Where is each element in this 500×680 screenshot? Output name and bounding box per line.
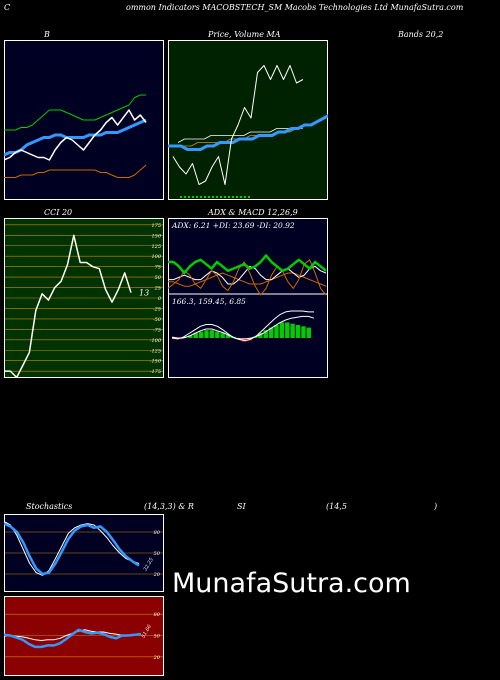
adx-macd-label: ADX & MACD 12,26,9 — [208, 208, 298, 217]
adx-macd-chart: ADX: 6.21 +DI: 23.69 -DI: 20.92 166.3, 15… — [168, 218, 328, 378]
macd-histogram-bar — [263, 330, 268, 338]
volume-bar — [224, 196, 226, 198]
macd-histogram-bar — [188, 335, 193, 338]
volume-bar — [180, 196, 182, 198]
volume-bar — [244, 196, 246, 198]
cci-last-value: 13 — [139, 289, 149, 298]
volume-bar — [216, 196, 218, 198]
macd-histogram-bar — [279, 322, 285, 338]
volume-bar — [196, 196, 198, 198]
price-ma-slow-line — [177, 128, 303, 143]
cci-tick-label: 50 — [155, 275, 162, 281]
price-close-line — [172, 65, 304, 185]
rsi-frame — [4, 596, 164, 676]
price-ma-label: Price, Volume MA — [208, 30, 281, 39]
rsi-line — [4, 628, 142, 649]
macd-histogram-bar — [301, 326, 306, 338]
macd-histogram-bar — [198, 331, 204, 338]
cci-tick-label: -25 — [153, 306, 161, 312]
cci-tick-label: 0 — [158, 296, 162, 302]
bollinger-price-line — [4, 109, 147, 161]
macd-histogram-bar — [193, 332, 198, 338]
macd-histogram-bar — [285, 322, 290, 338]
bands-left-label: B — [44, 30, 50, 39]
cci-label: CCI 20 — [44, 208, 73, 217]
bollinger-upper-band — [4, 94, 146, 131]
volume-bar — [188, 196, 190, 198]
cci-tick-label: 25 — [154, 286, 161, 292]
bollinger-chart — [4, 40, 164, 200]
volume-bar — [204, 196, 206, 198]
stoch-tick-label: 80 — [154, 530, 161, 536]
cci-line — [4, 234, 132, 378]
macd-histogram-bar — [258, 332, 263, 338]
cci-tick-label: 125 — [151, 244, 161, 250]
cci-chart: 175 150 125 100 75 50 25 0 -25 -50 -75 -100 -125 -150… — [4, 218, 164, 378]
bollinger-lower-band — [4, 164, 147, 178]
stoch-tick-label: 20 — [153, 572, 161, 578]
price-ma-frame — [168, 40, 328, 200]
cci-tick-label: -75 — [153, 327, 161, 333]
volume-bar — [212, 196, 214, 198]
bollinger-middle-band — [4, 118, 147, 157]
stoch-tick-label: 50 — [154, 551, 161, 557]
volume-bar — [248, 196, 250, 198]
bands-right-label: Bands 20,2 — [398, 30, 444, 39]
volume-bar — [192, 196, 194, 198]
cci-tick-label: -50 — [153, 317, 162, 323]
volume-bar — [240, 196, 242, 198]
volume-bar — [208, 196, 210, 198]
volume-bar — [232, 196, 234, 198]
stoch-label: Stochastics — [26, 502, 73, 511]
rsi-tick-label: 20 — [153, 655, 161, 661]
macd-histogram-bar — [220, 332, 225, 338]
stoch-k-line — [4, 522, 140, 576]
macd-histogram-bar — [295, 325, 301, 338]
macd-histogram-bar — [290, 323, 295, 338]
adx-macd-frame — [168, 218, 328, 378]
cci-tick-label: 175 — [151, 223, 161, 229]
si-label: SI — [237, 502, 246, 511]
watermark: MunafaSutra.com — [172, 568, 411, 599]
macd-histogram-bar — [209, 330, 215, 338]
cci-tick-label: -125 — [150, 348, 161, 354]
macd-histogram-bar — [274, 325, 279, 338]
macd-histogram-bar — [268, 327, 274, 338]
rsi-tick-label: 80 — [154, 612, 161, 618]
cci-tick-label: 75 — [155, 265, 161, 271]
volume-bar — [228, 196, 230, 198]
macd-histogram-bar — [215, 331, 220, 338]
macd-signal-line — [171, 315, 315, 340]
volume-bar — [220, 196, 222, 198]
price-ma-chart — [168, 40, 328, 200]
stoch-params-label: (14,3,3) & R — [144, 502, 194, 511]
volume-bar — [236, 196, 238, 198]
cci-tick-label: 150 — [151, 233, 161, 239]
macd-histogram-bar — [225, 334, 231, 338]
macd-title: 166.3, 159.45, 6.85 — [172, 297, 246, 306]
cci-tick-label: -100 — [150, 338, 162, 344]
adx-title: ADX: 6.21 +DI: 23.69 -DI: 20.92 — [171, 221, 295, 230]
macd-histogram-bar — [204, 330, 209, 338]
page-title: ommon Indicators MACOBSTECH_SM Macobs Te… — [126, 3, 464, 12]
cci-tick-label: -175 — [150, 369, 161, 375]
stoch-d-line — [4, 521, 140, 576]
rsi-params-label: (14,5 — [326, 502, 347, 511]
rsi-close-label: ) — [434, 502, 438, 511]
adx-di-spread-line — [168, 254, 327, 275]
price-ma-long-line — [168, 114, 328, 151]
volume-bar — [184, 196, 186, 198]
macd-histogram-bar — [306, 327, 311, 338]
macd-line — [171, 310, 314, 342]
cci-tick-label: 100 — [151, 254, 161, 260]
rsi-tick-label: 50 — [154, 634, 161, 640]
volume-bar — [200, 196, 202, 198]
corner-label: C — [4, 3, 11, 12]
cci-tick-label: -150 — [150, 359, 162, 365]
